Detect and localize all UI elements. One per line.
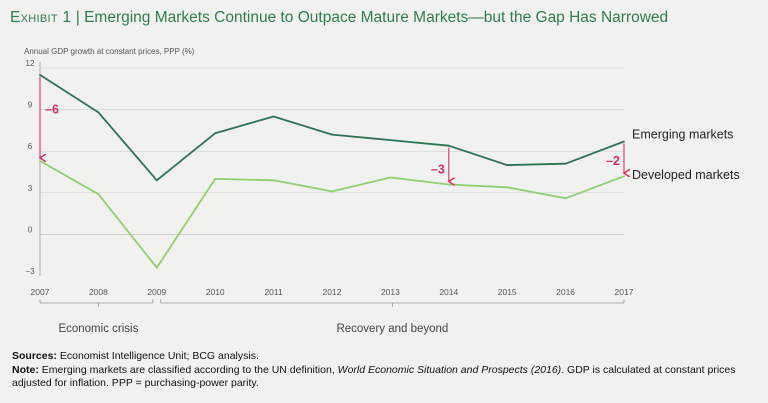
title-text: Emerging Markets Continue to Outpace Mat… [84,9,669,26]
emerging-markets-point [564,162,567,165]
emerging-markets-point [155,179,158,182]
y-tick-label: 3 [28,184,33,193]
developed-markets-point [331,190,333,193]
emerging-markets-point [389,139,392,142]
page-title: Exhibit 1 | Emerging Markets Continue to… [10,9,668,27]
y-tick-label: 9 [28,101,33,110]
emerging-markets-point [39,74,41,76]
period-label: Recovery and beyond [336,323,448,335]
emerging-markets-point [331,133,333,136]
legend-label-emerging: Emerging markets [632,127,733,141]
gap-label: –2 [606,154,620,168]
y-tick-label: 6 [28,142,33,151]
x-tick-label: 2012 [323,287,342,297]
developed-markets-point [155,266,158,269]
developed-markets-point [564,197,567,200]
developed-markets-point [506,186,509,189]
x-tick-label: 2008 [89,287,108,297]
emerging-markets-point [506,164,509,166]
note-italic: World Economic Situation and Prospects (… [337,363,562,376]
y-axis-label: Annual GDP growth at constant prices, PP… [24,47,195,56]
gap-label: –6 [45,102,59,116]
x-tick-label: 2017 [615,287,634,297]
note-label: Note: [12,363,39,376]
emerging-markets-line [39,74,625,182]
note-text-2: . GDP is calculated at constant prices a… [12,363,736,390]
y-tick-label: 12 [26,59,35,68]
developed-markets-point [623,175,625,178]
note-line: Note: Emerging markets are classified ac… [12,364,757,391]
x-tick-label: 2007 [31,287,50,297]
x-tick-label: 2014 [439,287,458,297]
emerging-markets-point [214,132,217,135]
y-tick-label: 0 [28,225,33,234]
x-tick-label: 2010 [206,287,225,297]
line-chart: Annual GDP growth at constant prices, PP… [24,47,740,335]
y-tick-label: −3 [25,267,35,276]
x-tick-label: 2013 [381,287,400,297]
developed-markets-point [389,176,392,179]
sources-line: Sources: Economist Intelligence Unit; BC… [12,350,757,364]
x-tick-label: 2015 [498,287,517,297]
gap-label: –3 [431,162,445,176]
developed-markets-line [39,160,625,269]
developed-markets-point [39,160,41,162]
developed-markets-point [214,178,217,180]
x-tick-label: 2009 [147,287,166,297]
title-separator: | [75,9,80,26]
exhibit-label: Exhibit 1 [10,9,72,26]
x-tick-label: 2016 [556,287,575,297]
notes: Sources: Economist Intelligence Unit; BC… [12,350,757,391]
emerging-markets-point [623,140,625,143]
developed-markets-point [272,179,275,182]
note-text-1: Emerging markets are classified accordin… [41,363,338,376]
sources-label: Sources: [12,350,57,362]
emerging-markets-point [97,111,100,114]
emerging-markets-point [272,115,275,118]
sources-text: Economist Intelligence Unit; BCG analysi… [59,350,259,362]
developed-markets-point [447,183,450,186]
legend-label-developed: Developed markets [632,168,740,182]
period-label: Economic crisis [58,323,138,335]
emerging-markets-point [447,144,450,147]
developed-markets-point [97,193,100,196]
x-tick-label: 2011 [264,287,283,297]
